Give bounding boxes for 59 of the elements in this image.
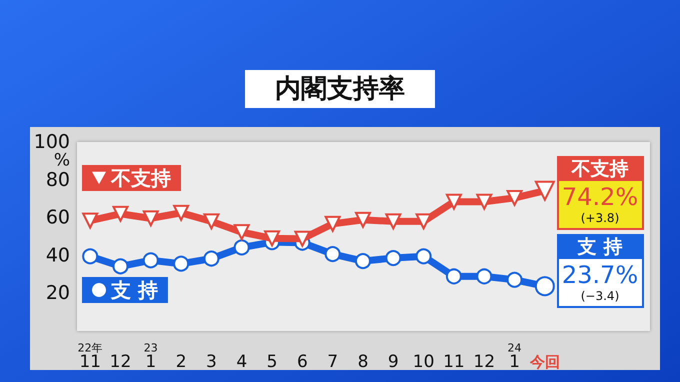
- point: [234, 239, 250, 256]
- point: [203, 250, 220, 267]
- point: [324, 246, 341, 262]
- point: [385, 250, 402, 266]
- point: [354, 253, 371, 270]
- text: (+3.8): [580, 211, 620, 225]
- point: [476, 194, 492, 210]
- text: 支 持: [576, 236, 622, 258]
- y-tick-label: 100: [34, 131, 70, 153]
- point: [506, 272, 523, 288]
- point: [203, 213, 220, 230]
- point: [446, 268, 462, 284]
- point: [142, 252, 159, 268]
- point: [82, 248, 98, 264]
- x-tick-label: 3: [206, 352, 217, 372]
- point: [112, 206, 128, 222]
- point: [173, 256, 190, 272]
- point: [142, 210, 159, 226]
- point: [82, 212, 98, 229]
- point: [506, 190, 523, 206]
- x-tick-label: 5: [266, 352, 278, 372]
- text: (−3.4): [580, 289, 620, 303]
- legend-label: 不支持: [110, 166, 171, 190]
- text: 74.2%: [562, 183, 638, 211]
- x-tick-label: 12: [473, 352, 496, 372]
- x-tick-label: 4: [236, 352, 248, 372]
- x-tick-label: 8: [358, 352, 368, 372]
- legend-label: 支 持: [110, 278, 158, 302]
- x-tick-label: 今回: [528, 353, 560, 371]
- x-tick-label: 9: [388, 352, 399, 372]
- text: 不支持: [570, 158, 628, 180]
- point: [324, 216, 341, 232]
- point: [264, 230, 280, 246]
- x-tick-label: 10: [412, 352, 434, 372]
- x-tick-label: 22年 11: [78, 342, 103, 372]
- point: [416, 248, 432, 264]
- point: [173, 204, 190, 221]
- y-tick-label: 20: [46, 282, 70, 304]
- point: [112, 258, 128, 274]
- x-tick-label: 2: [176, 352, 187, 372]
- y-tick-label: 60: [46, 206, 70, 229]
- x-tick-label: 12: [110, 352, 132, 372]
- x-tick-label: 7: [327, 352, 338, 372]
- x-tick-label: 24 1: [508, 342, 522, 372]
- point: [446, 194, 462, 210]
- x-tick-label: 11: [443, 352, 465, 372]
- y-tick-label: 80: [46, 168, 70, 191]
- point: [385, 213, 402, 230]
- y-axis-title: %: [54, 150, 70, 170]
- text: 23.7%: [562, 261, 638, 289]
- point: [476, 268, 492, 284]
- y-tick-label: 40: [46, 244, 70, 266]
- point: [416, 213, 432, 230]
- x-tick-label: 23 1: [144, 342, 158, 372]
- point: [354, 212, 371, 228]
- point: [294, 230, 310, 247]
- x-tick-label: 6: [296, 352, 308, 372]
- point: [234, 224, 250, 240]
- chart-title: 内閣支持率: [275, 74, 405, 104]
